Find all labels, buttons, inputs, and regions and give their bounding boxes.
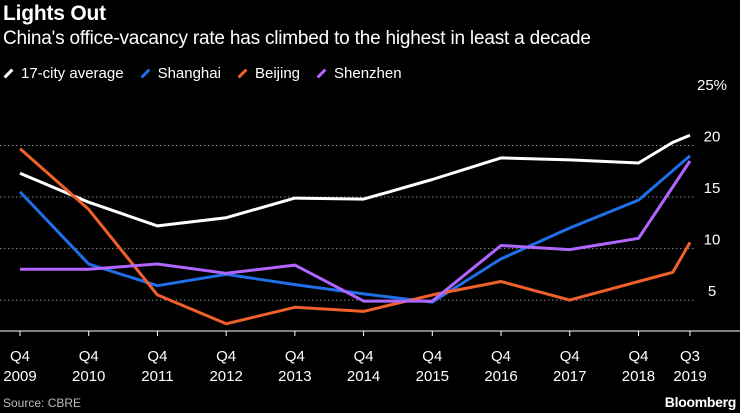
x-tick-label-top-4: Q4 xyxy=(285,348,305,365)
legend-label-shanghai: Shanghai xyxy=(157,64,221,82)
legend-label-beijing: Beijing xyxy=(254,64,300,82)
x-tick-label-top-9: Q4 xyxy=(628,348,648,365)
x-tick-label-bottom-1: 2010 xyxy=(72,368,105,385)
x-tick-label-bottom-7: 2016 xyxy=(484,368,517,385)
x-tick-label-bottom-0: 2009 xyxy=(3,368,36,385)
x-tick-label-top-0: Q4 xyxy=(10,348,30,365)
y-tick-label-10: 10 xyxy=(704,232,721,249)
series-line-beijing xyxy=(19,147,692,326)
legend-label-shenzhen: Shenzhen xyxy=(334,64,402,82)
x-tick-label-bottom-6: 2015 xyxy=(416,368,449,385)
x-tick-label-top-5: Q4 xyxy=(354,348,374,365)
y-tick-label-5: 5 xyxy=(708,283,716,300)
x-tick-label-top-7: Q4 xyxy=(491,348,511,365)
x-tick-label-top-3: Q4 xyxy=(216,348,236,365)
x-tick-label-bottom-10: 2019 xyxy=(673,368,706,385)
x-tick-label-bottom-3: 2012 xyxy=(209,368,242,385)
legend-item-beijing: Beijing xyxy=(237,65,300,82)
series-line-shenzhen xyxy=(20,160,692,303)
x-tick-label-bottom-4: 2013 xyxy=(278,368,311,385)
legend-item-shenzhen: Shenzhen xyxy=(316,65,402,82)
y-tick-label-15: 15 xyxy=(704,180,721,197)
x-tick-label-bottom-9: 2018 xyxy=(622,368,655,385)
legend-item-17-city-average: 17-city average xyxy=(3,65,124,82)
source-note: Source: CBRE xyxy=(3,396,82,410)
chart-subtitle: China's office-vacancy rate has climbed … xyxy=(3,28,591,49)
bloomberg-logo: Bloomberg xyxy=(664,394,737,410)
x-tick-label-top-8: Q4 xyxy=(560,348,580,365)
x-tick-label-bottom-8: 2017 xyxy=(553,368,586,385)
chart-title: Lights Out xyxy=(3,2,106,25)
x-tick-label-bottom-5: 2014 xyxy=(347,368,380,385)
y-tick-label-20: 20 xyxy=(704,129,721,146)
legend-item-shanghai: Shanghai xyxy=(140,65,221,82)
series-line-shanghai xyxy=(18,154,691,304)
x-tick-label-top-10: Q3 xyxy=(680,348,700,365)
x-tick-label-top-2: Q4 xyxy=(147,348,167,365)
x-tick-label-bottom-2: 2011 xyxy=(141,368,173,385)
series-line-17-city-average xyxy=(19,133,691,228)
y-tick-label-25: 25% xyxy=(697,77,727,94)
legend: 17-city average Shanghai Beijing Shenzhe… xyxy=(3,62,418,84)
x-tick-label-top-6: Q4 xyxy=(422,348,442,365)
legend-label-17-city-average: 17-city average xyxy=(21,64,124,82)
x-tick-label-top-1: Q4 xyxy=(79,348,99,365)
